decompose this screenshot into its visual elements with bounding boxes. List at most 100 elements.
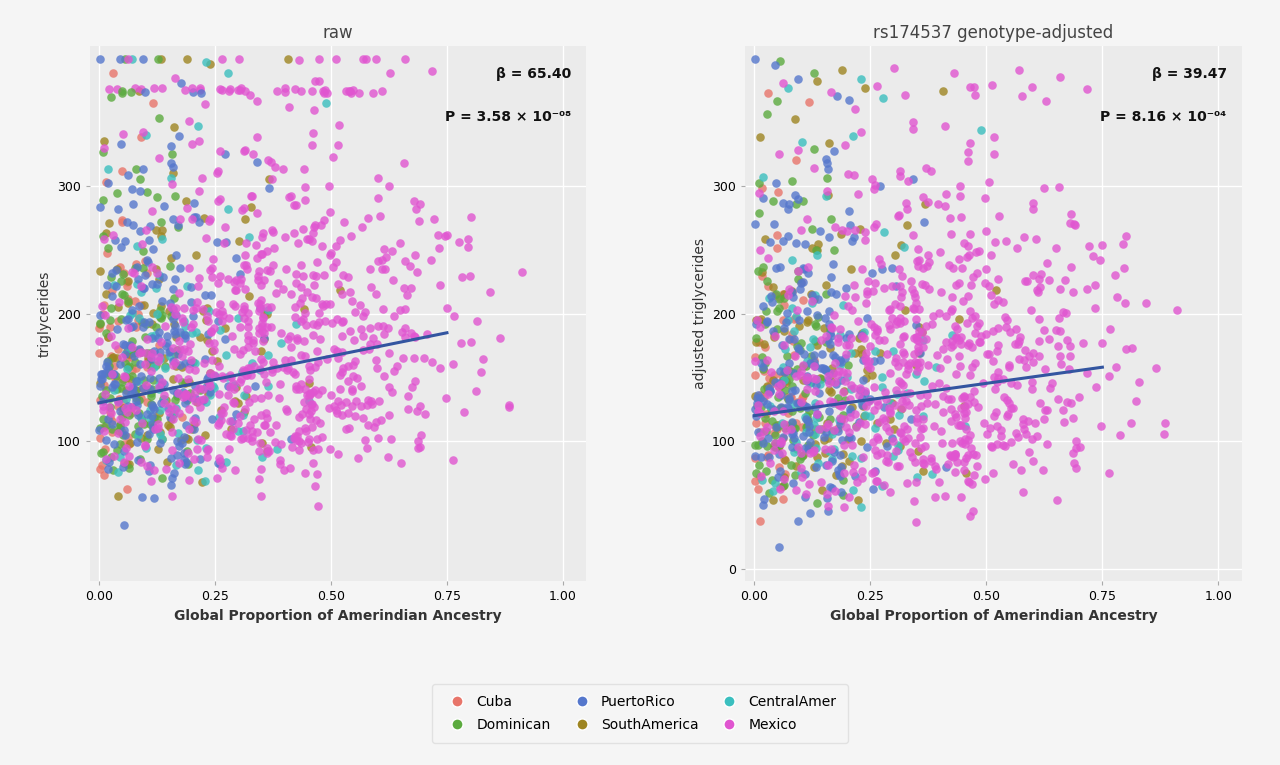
Point bbox=[362, 398, 383, 410]
Point bbox=[946, 332, 966, 344]
Point bbox=[93, 146, 114, 158]
Point bbox=[906, 298, 927, 310]
Point bbox=[160, 172, 180, 184]
Point bbox=[786, 369, 806, 382]
Point bbox=[1076, 366, 1097, 379]
Point bbox=[772, 377, 792, 389]
Point bbox=[242, 431, 262, 443]
Point bbox=[344, 410, 365, 422]
Point bbox=[754, 356, 774, 369]
Point bbox=[818, 231, 838, 243]
Point bbox=[253, 418, 274, 431]
Point bbox=[266, 443, 287, 455]
Point bbox=[782, 405, 803, 418]
Point bbox=[307, 500, 328, 512]
Point bbox=[760, 366, 781, 379]
Point bbox=[234, 402, 255, 415]
Point bbox=[305, 384, 325, 396]
Point bbox=[122, 53, 142, 65]
Point bbox=[965, 449, 986, 461]
Point bbox=[174, 389, 195, 402]
Point bbox=[1001, 377, 1021, 389]
Point bbox=[797, 402, 818, 414]
Point bbox=[394, 157, 415, 169]
Point bbox=[319, 180, 339, 192]
Point bbox=[911, 326, 932, 338]
Point bbox=[959, 249, 979, 261]
Point bbox=[951, 437, 972, 449]
Point bbox=[191, 434, 211, 446]
Point bbox=[163, 384, 183, 396]
Point bbox=[293, 270, 314, 282]
Point bbox=[179, 363, 200, 376]
Point bbox=[133, 282, 154, 294]
Point bbox=[842, 401, 863, 413]
Point bbox=[756, 305, 777, 317]
Point bbox=[367, 172, 388, 184]
Point bbox=[253, 308, 274, 321]
Point bbox=[959, 337, 979, 349]
Point bbox=[163, 303, 183, 315]
Point bbox=[748, 483, 768, 495]
Point bbox=[824, 446, 845, 458]
Point bbox=[785, 333, 805, 345]
Point bbox=[948, 334, 969, 347]
Point bbox=[867, 80, 887, 93]
Point bbox=[932, 406, 952, 418]
Point bbox=[778, 333, 799, 345]
Point bbox=[790, 453, 810, 465]
Point bbox=[964, 89, 984, 101]
Point bbox=[837, 225, 858, 237]
Point bbox=[150, 269, 170, 282]
Point bbox=[285, 83, 306, 96]
Point bbox=[818, 377, 838, 389]
Point bbox=[806, 339, 827, 351]
Point bbox=[310, 308, 330, 320]
Point bbox=[298, 389, 319, 402]
Point bbox=[145, 328, 165, 340]
Point bbox=[291, 314, 311, 327]
Point bbox=[768, 380, 788, 392]
Point bbox=[374, 328, 394, 340]
Point bbox=[91, 300, 111, 312]
Point bbox=[799, 507, 819, 519]
Point bbox=[1146, 361, 1166, 373]
Point bbox=[840, 383, 860, 396]
Point bbox=[1034, 182, 1055, 194]
Point bbox=[316, 298, 337, 310]
Point bbox=[137, 396, 157, 409]
Point bbox=[128, 409, 148, 422]
Point bbox=[1021, 304, 1042, 316]
Point bbox=[186, 210, 206, 223]
Point bbox=[961, 441, 982, 454]
Point bbox=[241, 362, 261, 374]
Point bbox=[307, 256, 328, 269]
Point bbox=[390, 236, 411, 249]
Point bbox=[148, 443, 169, 455]
Point bbox=[287, 332, 307, 344]
Point bbox=[96, 454, 116, 466]
Point bbox=[950, 180, 970, 192]
Point bbox=[233, 409, 253, 421]
Point bbox=[913, 326, 933, 338]
Point bbox=[250, 444, 270, 457]
Point bbox=[97, 243, 118, 255]
Point bbox=[177, 432, 197, 444]
Point bbox=[847, 187, 868, 200]
Point bbox=[1100, 323, 1120, 335]
Point bbox=[136, 318, 156, 330]
Point bbox=[1009, 334, 1029, 347]
Point bbox=[851, 395, 872, 407]
Point bbox=[142, 347, 163, 359]
Point bbox=[855, 352, 876, 364]
Point bbox=[289, 297, 310, 309]
Point bbox=[803, 295, 823, 308]
Point bbox=[812, 423, 832, 435]
Point bbox=[773, 340, 794, 352]
Point bbox=[179, 116, 200, 128]
Point bbox=[247, 426, 268, 438]
Point bbox=[132, 490, 152, 503]
Point bbox=[339, 422, 360, 434]
Point bbox=[1009, 353, 1029, 365]
Point bbox=[818, 500, 838, 512]
